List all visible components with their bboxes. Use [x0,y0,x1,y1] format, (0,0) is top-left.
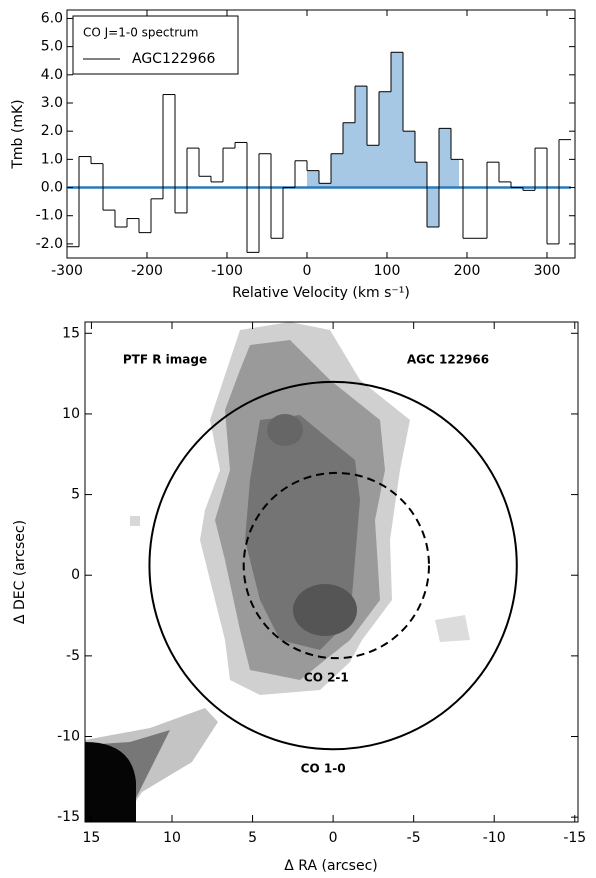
annotation: AGC 122966 [407,353,489,367]
y-tick-label: -1.0 [36,208,63,224]
x-tick-label: 5 [248,830,257,846]
x-tick-label: 0 [329,830,338,846]
x-tick-label: 100 [374,263,401,279]
image-panel: PTF R image AGC 122966 Δ RA (arcsec) Δ D… [12,321,586,874]
x-tick-label: -300 [51,263,83,279]
y-tick-label: 3.0 [41,95,63,111]
shaded-bar [415,162,427,188]
plot-frame [84,321,579,823]
shaded-bar [343,122,355,188]
x-tick-label: -15 [563,830,586,846]
y-axis-label: Tmb (mK) [10,99,26,169]
annotation: PTF R image [123,353,207,367]
spectrum-panel: CO J=1-0 spectrum AGC122966 Relative Vel… [10,9,576,301]
shaded-bar [403,131,415,188]
shaded-bar [379,91,391,188]
circle-label: CO 1-0 [301,762,346,776]
image-region [267,414,303,446]
shaded-bar [355,86,367,188]
y-tick-label: 2.0 [41,123,63,139]
image-pixel [130,516,140,526]
y-tick-label: -15 [57,809,80,825]
y-tick-label: -5 [66,648,80,664]
shaded-bar [331,153,343,188]
r-band-image [85,322,470,822]
shaded-bar [319,183,331,188]
shaded-bar [367,145,379,188]
shaded-bar [391,52,403,188]
image-region [85,742,136,822]
y-tick-label: 5 [71,487,80,503]
y-tick-label: 4.0 [41,67,63,83]
beam-circle [242,471,430,660]
image-region [435,615,470,642]
y-tick-label: 0.0 [41,180,63,196]
y-tick-label: 10 [62,406,80,422]
shaded-bar [451,159,459,188]
y-tick-label: 0 [71,567,80,583]
shaded-bar [427,187,439,227]
legend-label: AGC122966 [132,51,215,67]
y-tick-label: 5.0 [41,39,63,55]
circle-label: CO 2-1 [304,671,349,685]
legend-box [72,15,239,75]
y-tick-label: -2.0 [36,236,63,252]
y-tick-label: 6.0 [41,10,63,26]
y-tick-label: 15 [62,325,80,341]
x-tick-label: 10 [163,830,181,846]
x-axis-label: Relative Velocity (km s⁻¹) [232,285,410,301]
x-tick-label: 200 [454,263,481,279]
x-tick-label: -100 [211,263,243,279]
x-tick-label: -5 [407,830,421,846]
x-tick-label: 300 [534,263,561,279]
x-tick-label: 15 [83,830,101,846]
beam-circle [148,380,518,751]
shaded-bar [439,128,451,188]
plot-frame [66,9,576,259]
x-axis-label: Δ RA (arcsec) [284,858,377,874]
x-tick-label: -10 [483,830,506,846]
legend-title: CO J=1-0 spectrum [83,26,198,40]
x-tick-label: 0 [303,263,312,279]
y-axis-label: Δ DEC (arcsec) [12,520,28,624]
y-tick-label: -10 [57,729,80,745]
y-tick-label: 1.0 [41,151,63,167]
image-region [293,584,357,636]
shaded-bar [307,170,319,188]
x-tick-label: -200 [131,263,163,279]
